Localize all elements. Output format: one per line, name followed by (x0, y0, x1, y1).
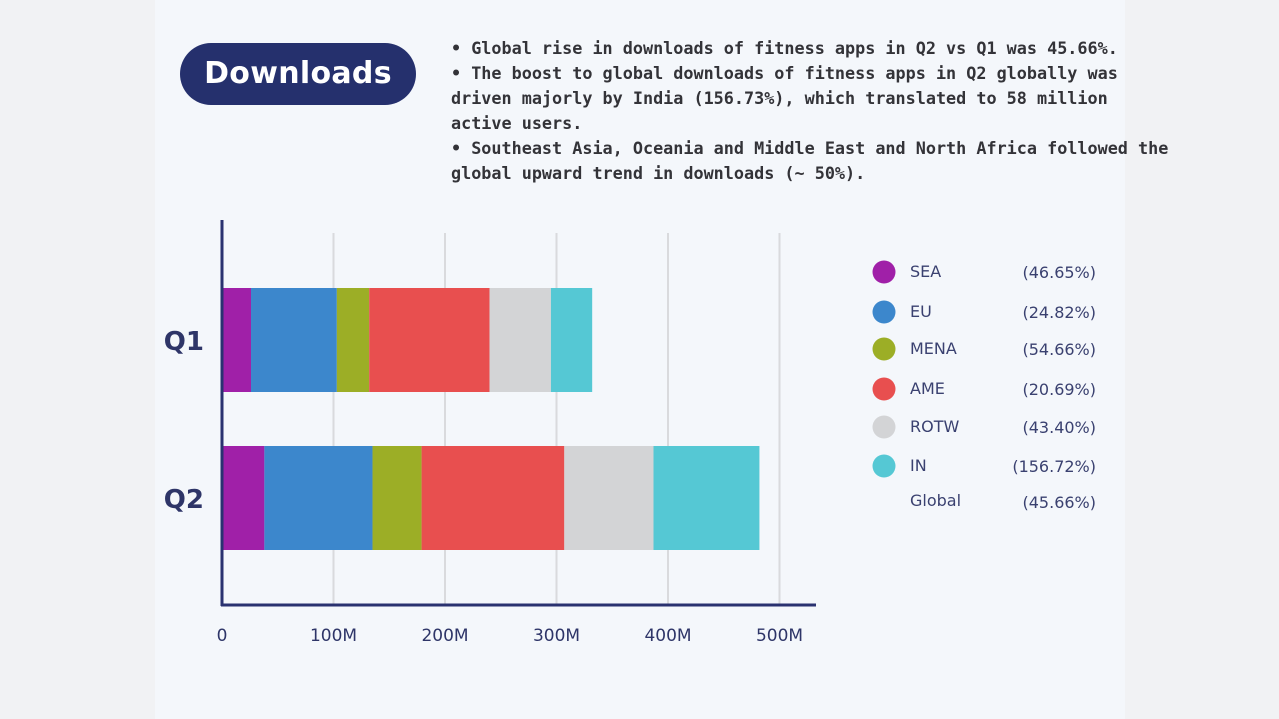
x-tick-label-2: 200M (421, 626, 468, 646)
bar-q2-sea (222, 446, 265, 550)
legend-label-ame: AME (910, 379, 945, 398)
bar-q1-in (550, 288, 593, 392)
legend-change-global: (45.66%) (1023, 493, 1097, 512)
category-label-q2: Q2 (164, 485, 204, 515)
bar-q1-sea (222, 288, 251, 392)
legend-label-eu: EU (910, 302, 932, 321)
legend-label-sea: SEA (910, 262, 941, 281)
bar-q2-ame (421, 446, 565, 550)
legend-swatch-sea (872, 260, 896, 284)
x-tick-label-0: 0 (217, 626, 228, 646)
legend-label-global: Global (910, 491, 961, 510)
legend-change-sea: (46.65%) (1023, 263, 1097, 282)
bar-q2-rotw (564, 446, 654, 550)
legend-swatch-mena (872, 337, 896, 361)
legend-change-mena: (54.66%) (1023, 340, 1097, 359)
x-tick-label-5: 500M (756, 626, 803, 646)
bar-q1-rotw (489, 288, 551, 392)
bar-q2-mena (372, 446, 422, 550)
legend-swatch-ame (872, 377, 896, 401)
legend-change-eu: (24.82%) (1023, 303, 1097, 322)
x-tick-label-3: 300M (533, 626, 580, 646)
bar-q2-in (653, 446, 760, 550)
bar-q1-ame (369, 288, 490, 392)
legend-label-mena: MENA (910, 339, 957, 358)
legend-change-in: (156.72%) (1012, 457, 1096, 476)
legend-swatch-rotw (872, 415, 896, 439)
legend-swatch-eu (872, 300, 896, 324)
legend-label-rotw: ROTW (910, 417, 959, 436)
x-tick-label-1: 100M (310, 626, 357, 646)
legend-change-rotw: (43.40%) (1023, 418, 1097, 437)
bar-q2-eu (264, 446, 373, 550)
notes-list: • Global rise in downloads of fitness ap… (451, 36, 1171, 186)
downloads-badge: Downloads (180, 43, 416, 105)
x-tick-label-4: 400M (644, 626, 691, 646)
bar-q1-mena (336, 288, 370, 392)
bar-q1-eu (250, 288, 337, 392)
legend-swatch-in (872, 454, 896, 478)
note-india-boost: • The boost to global downloads of fitne… (451, 63, 1118, 133)
note-regional-trend: • Southeast Asia, Oceania and Middle Eas… (451, 138, 1169, 183)
legend-change-ame: (20.69%) (1023, 380, 1097, 399)
category-label-q1: Q1 (164, 327, 204, 357)
legend-label-in: IN (910, 456, 927, 475)
note-global-rise: • Global rise in downloads of fitness ap… (451, 38, 1118, 58)
